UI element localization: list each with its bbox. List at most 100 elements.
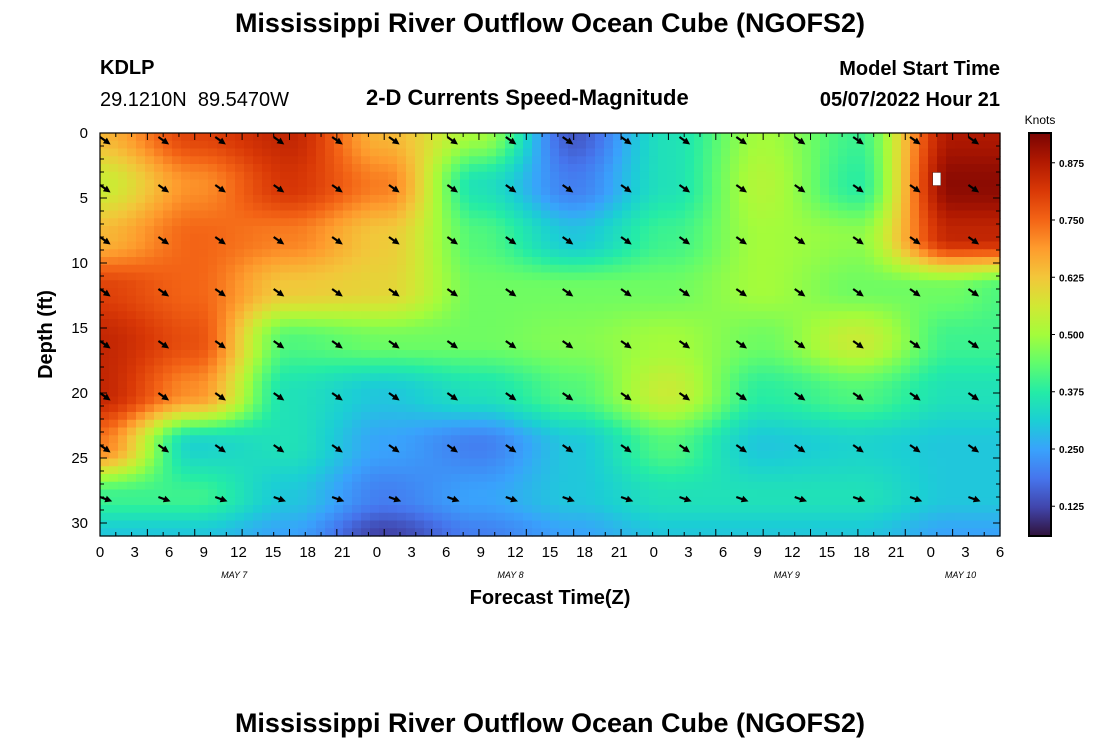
heat-cell xyxy=(100,404,110,413)
heat-cell xyxy=(343,388,353,398)
heat-cell xyxy=(577,249,587,258)
heat-cell xyxy=(226,373,236,382)
heat-cell xyxy=(379,427,389,436)
heat-cell xyxy=(424,264,434,274)
heat-cell xyxy=(334,481,344,491)
heat-cell xyxy=(307,133,317,142)
heat-cell xyxy=(379,512,389,522)
heat-cell xyxy=(550,233,560,243)
heat-cell xyxy=(982,326,992,336)
heat-cell xyxy=(271,373,281,382)
heat-cell xyxy=(334,202,344,212)
heat-cell xyxy=(235,140,245,150)
heat-cell xyxy=(946,450,956,460)
heat-cell xyxy=(577,365,587,374)
heat-cell xyxy=(631,350,641,359)
heat-cell xyxy=(649,319,659,328)
heat-cell xyxy=(991,404,1001,413)
heat-cell xyxy=(784,334,794,343)
heat-cell xyxy=(541,133,551,142)
heat-cell xyxy=(946,202,956,212)
heat-cell xyxy=(343,195,353,204)
heat-cell xyxy=(730,226,740,235)
heat-cell xyxy=(748,303,758,312)
heat-cell xyxy=(370,202,380,212)
heat-cell xyxy=(982,249,992,258)
heat-cell xyxy=(388,512,398,522)
heat-cell xyxy=(280,280,290,289)
heat-cell xyxy=(757,148,767,157)
heat-cell xyxy=(568,233,578,243)
heat-cell xyxy=(496,357,506,367)
heat-cell xyxy=(379,342,389,351)
heat-cell xyxy=(739,179,749,188)
heat-cell xyxy=(127,512,137,522)
heat-cell xyxy=(910,326,920,336)
heat-cell xyxy=(856,233,866,243)
heat-cell xyxy=(865,497,875,506)
heat-cell xyxy=(622,249,632,258)
heat-cell xyxy=(388,195,398,204)
heat-cell xyxy=(496,365,506,374)
heat-cell xyxy=(145,257,155,266)
heat-cell xyxy=(244,233,254,243)
heat-cell xyxy=(280,303,290,312)
heat-cell xyxy=(829,148,839,157)
heat-cell xyxy=(928,497,938,506)
heat-cell xyxy=(982,148,992,157)
heat-cell xyxy=(649,164,659,173)
heat-cell xyxy=(739,350,749,359)
heat-cell xyxy=(622,233,632,243)
heat-cell xyxy=(271,381,281,390)
heat-cell xyxy=(253,319,263,328)
heat-cell xyxy=(820,288,830,297)
heat-cell xyxy=(118,264,128,274)
heat-cell xyxy=(937,257,947,266)
heat-cell xyxy=(820,264,830,274)
heat-cell xyxy=(253,458,263,467)
heat-cell xyxy=(523,505,533,514)
heat-cell xyxy=(388,450,398,460)
heat-cell xyxy=(451,365,461,374)
heat-cell xyxy=(523,458,533,467)
heat-cell xyxy=(910,412,920,421)
heat-cell xyxy=(442,264,452,274)
heat-cell xyxy=(712,156,722,165)
heat-cell xyxy=(217,249,227,258)
heat-cell xyxy=(991,419,1001,429)
heat-cell xyxy=(568,164,578,173)
heat-cell xyxy=(361,156,371,165)
heat-cell xyxy=(406,443,416,452)
heat-cell xyxy=(208,342,218,351)
heat-cell xyxy=(550,195,560,204)
heat-cell xyxy=(478,311,488,320)
heat-cell xyxy=(424,326,434,336)
heat-cell xyxy=(244,226,254,235)
heat-cell xyxy=(370,396,380,405)
heat-cell xyxy=(271,148,281,157)
heat-cell xyxy=(199,202,209,212)
heat-cell xyxy=(289,187,299,196)
heat-cell xyxy=(289,319,299,328)
heat-cell xyxy=(415,458,425,467)
heat-cell xyxy=(784,350,794,359)
heat-cell xyxy=(892,319,902,328)
heat-cell xyxy=(253,481,263,491)
heat-cell xyxy=(352,171,362,181)
heat-cell xyxy=(361,241,371,250)
heat-cell xyxy=(811,388,821,398)
heat-cell xyxy=(532,148,542,157)
heat-cell xyxy=(334,264,344,274)
heat-cell xyxy=(496,342,506,351)
heat-cell xyxy=(325,489,335,498)
heat-cell xyxy=(451,466,461,475)
heat-cell xyxy=(496,396,506,405)
heat-cell xyxy=(424,140,434,150)
heat-cell xyxy=(901,505,911,514)
heat-cell xyxy=(172,350,182,359)
heat-cell xyxy=(163,288,173,297)
heat-cell xyxy=(658,288,668,297)
heat-cell xyxy=(487,489,497,498)
heat-cell xyxy=(955,187,965,196)
heat-cell xyxy=(316,474,326,483)
